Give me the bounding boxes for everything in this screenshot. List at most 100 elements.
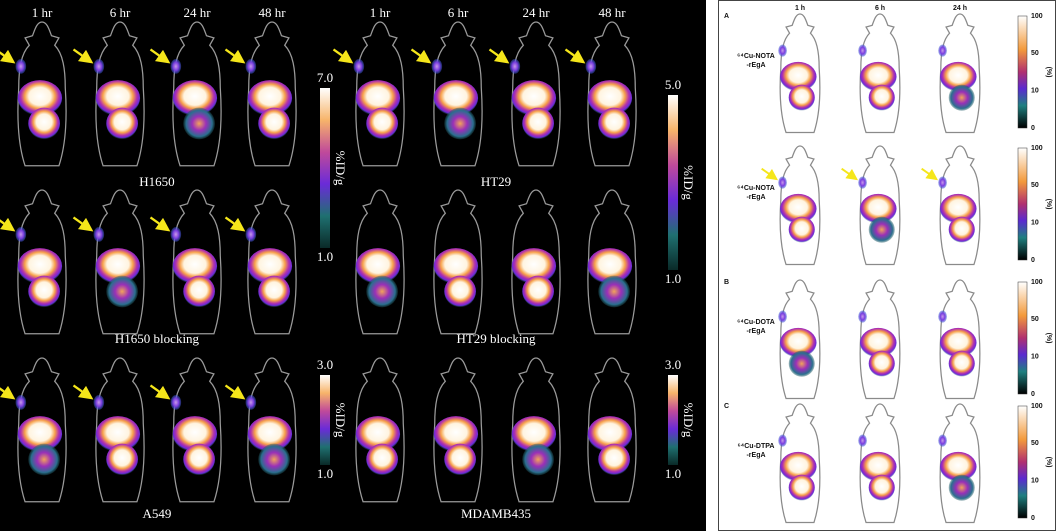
colorbar-unit: %ID/g bbox=[681, 165, 696, 200]
colorbar bbox=[668, 375, 678, 465]
uptake bbox=[258, 275, 290, 308]
tumor-uptake bbox=[93, 395, 105, 410]
colorbar-max: 5.0 bbox=[665, 77, 681, 92]
mouse-outline bbox=[95, 21, 145, 167]
colorbar-tick: 100 bbox=[1031, 145, 1043, 152]
uptake bbox=[247, 248, 293, 285]
uptake bbox=[17, 80, 63, 117]
uptake bbox=[779, 327, 817, 358]
panel-letter: A bbox=[724, 13, 729, 20]
tumor-uptake bbox=[245, 227, 257, 242]
row-label: -rEgA bbox=[746, 194, 765, 201]
uptake bbox=[366, 443, 398, 476]
tumor-uptake bbox=[778, 44, 787, 57]
uptake bbox=[366, 107, 398, 140]
uptake bbox=[522, 443, 554, 476]
mouse-outline bbox=[587, 357, 637, 503]
uptake bbox=[28, 107, 60, 140]
arrow bbox=[841, 35, 859, 49]
arrow bbox=[488, 48, 510, 64]
tumor-uptake bbox=[938, 44, 947, 57]
uptake bbox=[522, 107, 554, 140]
colorbar bbox=[668, 95, 678, 270]
uptake bbox=[17, 416, 63, 453]
panel-letter: B bbox=[724, 279, 729, 286]
tumor-uptake bbox=[858, 434, 867, 447]
mouse-image bbox=[0, 357, 67, 503]
uptake bbox=[444, 107, 476, 140]
mouse-image bbox=[72, 21, 145, 167]
row-label: ⁶⁴Cu-DTPA bbox=[738, 443, 775, 450]
uptake bbox=[95, 416, 141, 453]
mouse-image bbox=[149, 357, 222, 503]
mouse-image bbox=[488, 21, 561, 167]
mouse-outline bbox=[587, 21, 637, 167]
colorbar-unit: (%) bbox=[1045, 67, 1052, 78]
arrow bbox=[72, 48, 94, 64]
mouse-image bbox=[921, 403, 981, 524]
mouse-outline bbox=[95, 189, 145, 335]
colorbar-tick: 50 bbox=[1031, 440, 1039, 447]
uptake bbox=[859, 327, 897, 358]
mouse-outline bbox=[511, 189, 561, 335]
time-label: 1 hr bbox=[32, 5, 53, 20]
colorbar-unit: %ID/g bbox=[333, 403, 348, 438]
mouse-outline bbox=[355, 357, 405, 503]
uptake bbox=[183, 443, 215, 476]
arrow bbox=[149, 216, 171, 232]
colorbar-tick: 10 bbox=[1031, 220, 1039, 227]
colorbar-tick: 100 bbox=[1031, 13, 1043, 20]
mouse-outline bbox=[511, 357, 561, 503]
colorbar-tick: 10 bbox=[1031, 88, 1039, 95]
colorbar-tick: 0 bbox=[1031, 125, 1035, 132]
colorbar-max: 3.0 bbox=[665, 357, 681, 372]
arrow bbox=[332, 48, 354, 64]
tumor-uptake bbox=[778, 176, 787, 189]
mouse-image bbox=[761, 13, 821, 134]
mouse-image bbox=[0, 189, 67, 335]
arrow bbox=[841, 425, 859, 439]
mouse-outline bbox=[779, 145, 821, 266]
mouse-outline bbox=[939, 13, 981, 134]
tumor-uptake bbox=[858, 310, 867, 323]
colorbar-tick: 50 bbox=[1031, 316, 1039, 323]
tumor-uptake bbox=[509, 59, 521, 74]
time-label: 24 hr bbox=[522, 5, 550, 20]
uptake bbox=[948, 84, 975, 111]
time-label: 24 hr bbox=[183, 5, 211, 20]
mouse-outline bbox=[247, 357, 297, 503]
colorbar bbox=[1017, 405, 1028, 519]
mouse-outline bbox=[859, 145, 901, 266]
arrow bbox=[410, 48, 432, 64]
colorbar-tick: 10 bbox=[1031, 478, 1039, 485]
mouse-image bbox=[355, 189, 405, 335]
tumor-uptake bbox=[858, 176, 867, 189]
mouse-outline bbox=[433, 21, 483, 167]
colorbar bbox=[1017, 15, 1028, 129]
arrow bbox=[72, 384, 94, 400]
row-label: ⁶⁴Cu-DOTA bbox=[737, 319, 775, 326]
colorbar-unit: (%) bbox=[1045, 333, 1052, 344]
time-label: 6 hr bbox=[110, 5, 131, 20]
uptake bbox=[183, 107, 215, 140]
tumor-uptake bbox=[938, 434, 947, 447]
mouse-image bbox=[149, 21, 222, 167]
tumor-uptake bbox=[93, 59, 105, 74]
uptake bbox=[948, 474, 975, 501]
panel-label: HT29 bbox=[481, 174, 511, 189]
panel-label: A549 bbox=[143, 506, 172, 521]
mouse-image bbox=[587, 189, 637, 335]
colorbar-min: 1.0 bbox=[317, 466, 333, 481]
uptake bbox=[247, 80, 293, 117]
uptake bbox=[587, 80, 633, 117]
uptake bbox=[433, 416, 479, 453]
colorbar-tick: 100 bbox=[1031, 279, 1043, 286]
uptake bbox=[939, 193, 977, 224]
row-label: -rEgA bbox=[746, 452, 765, 459]
uptake bbox=[355, 416, 401, 453]
mouse-image bbox=[841, 279, 901, 400]
uptake bbox=[17, 248, 63, 285]
mouse-image bbox=[841, 145, 901, 266]
tumor-uptake bbox=[93, 227, 105, 242]
time-label: 48 hr bbox=[598, 5, 626, 20]
